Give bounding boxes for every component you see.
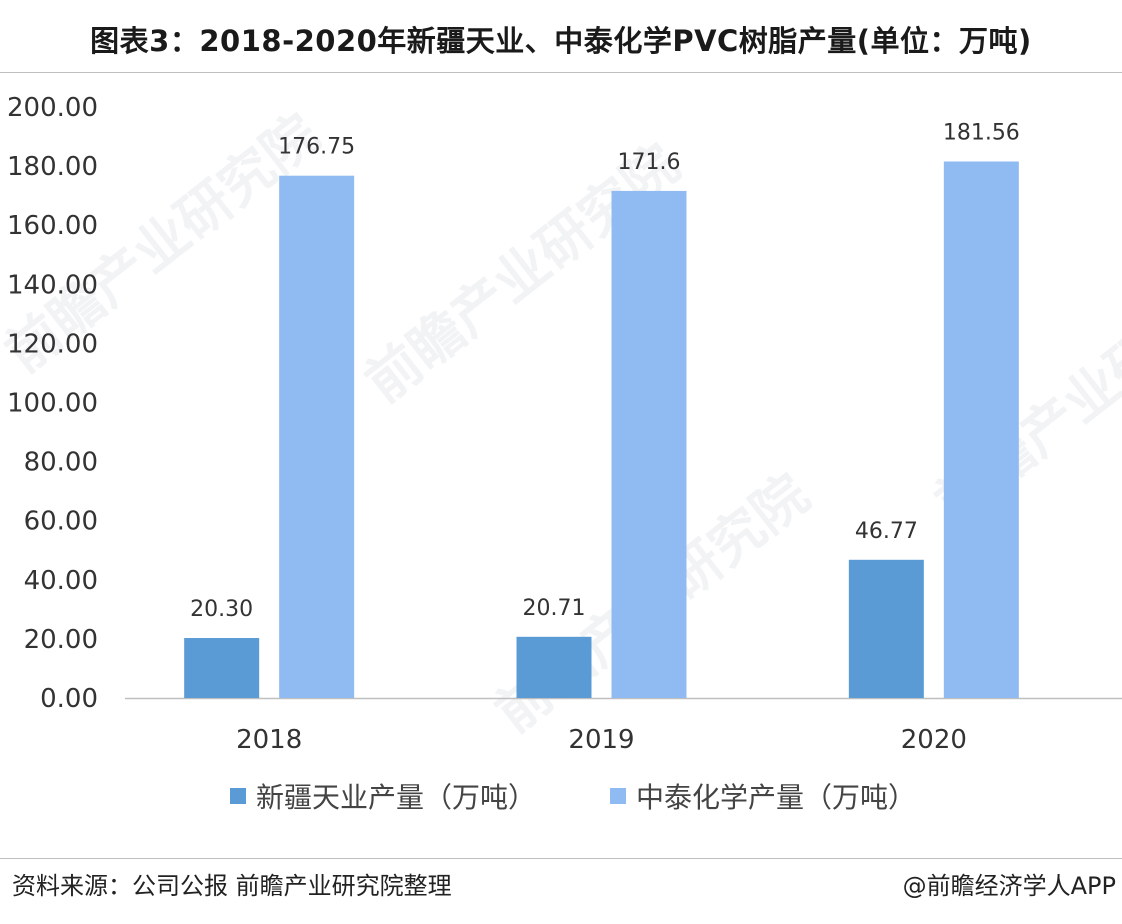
x-tick-label: 2020 bbox=[901, 725, 967, 755]
y-tick-label: 60.00 bbox=[24, 507, 98, 537]
y-tick-label: 120.00 bbox=[7, 329, 98, 359]
data-label: 20.71 bbox=[523, 596, 586, 621]
data-label: 46.77 bbox=[855, 519, 918, 544]
legend-label-series-2: 中泰化学产量（万吨） bbox=[636, 781, 917, 814]
bar-series-2 bbox=[943, 161, 1019, 698]
title-divider bbox=[0, 72, 1122, 73]
data-label: 20.30 bbox=[190, 597, 253, 622]
y-tick-label: 0.00 bbox=[40, 684, 98, 714]
legend-label-series-1: 新疆天业产量（万吨） bbox=[256, 781, 537, 814]
legend-swatch-series-1 bbox=[230, 788, 246, 804]
y-tick-label: 200.00 bbox=[7, 93, 98, 123]
y-tick-label: 180.00 bbox=[7, 152, 98, 182]
bar-series-2 bbox=[279, 175, 355, 699]
legend-item-series-2: 中泰化学产量（万吨） bbox=[610, 776, 916, 816]
bar-series-1 bbox=[516, 636, 592, 698]
y-tick-label: 140.00 bbox=[7, 270, 98, 300]
credit-note: @前瞻经济学人APP bbox=[902, 872, 1116, 900]
y-tick-label: 160.00 bbox=[7, 211, 98, 241]
y-tick-label: 100.00 bbox=[7, 389, 98, 419]
x-tick-label: 2018 bbox=[236, 725, 302, 755]
y-tick-label: 80.00 bbox=[24, 448, 98, 478]
y-tick-label: 40.00 bbox=[24, 566, 98, 596]
y-tick-label: 20.00 bbox=[24, 625, 98, 655]
x-tick-label: 2019 bbox=[568, 725, 634, 755]
bar-series-1 bbox=[848, 559, 924, 698]
chart-title: 图表3：2018-2020年新疆天业、中泰化学PVC树脂产量(单位：万吨) bbox=[90, 24, 1032, 58]
legend-swatch-series-2 bbox=[610, 788, 626, 804]
footer-divider bbox=[0, 858, 1122, 859]
data-label: 176.75 bbox=[278, 135, 355, 160]
data-label: 171.6 bbox=[618, 150, 681, 175]
data-label: 181.56 bbox=[943, 120, 1020, 145]
source-note: 资料来源：公司公报 前瞻产业研究院整理 bbox=[12, 872, 452, 900]
bar-series-2 bbox=[611, 190, 687, 698]
bar-chart: 0.00 20.00 40.00 60.00 80.00 100.00 120.00 140.… bbox=[7, 93, 1122, 755]
bar-series-1 bbox=[184, 638, 260, 698]
legend-item-series-1: 新疆天业产量（万吨） bbox=[230, 776, 536, 816]
